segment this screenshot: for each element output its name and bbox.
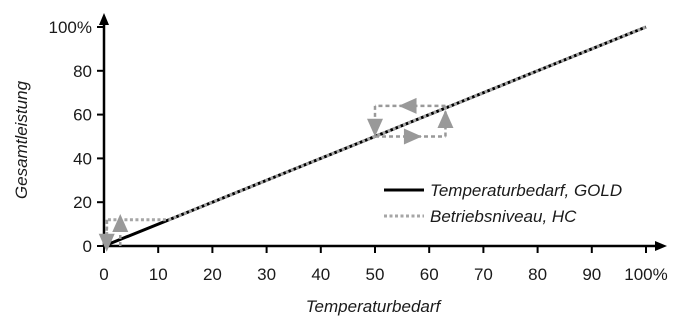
- x-tick-label: 100%: [624, 265, 667, 284]
- x-tick-label: 40: [311, 265, 330, 284]
- y-tick-label: 0: [83, 237, 92, 256]
- hysteresis-arrow-left: [399, 98, 417, 114]
- y-tick-label: 100%: [49, 18, 92, 37]
- x-tick-label: 80: [528, 265, 547, 284]
- y-tick-label: 80: [73, 62, 92, 81]
- x-tick-label: 10: [149, 265, 168, 284]
- x-ticks: 0 10 20 30 40 50 60 70 80 90 100%: [99, 246, 667, 284]
- y-axis-title: Gesamtleistung: [12, 80, 31, 199]
- hysteresis-layer: [99, 98, 454, 252]
- x-axis: [104, 241, 667, 251]
- y-tick-label: 40: [73, 149, 92, 168]
- x-tick-label: 20: [203, 265, 222, 284]
- x-tick-label: 70: [474, 265, 493, 284]
- legend-label: Betriebsniveau, HC: [430, 207, 577, 226]
- x-tick-label: 0: [99, 265, 108, 284]
- x-axis-arrowhead: [655, 241, 667, 251]
- x-tick-label: 50: [366, 265, 385, 284]
- y-axis-arrowhead: [99, 13, 109, 25]
- x-axis-title: Temperaturbedarf: [306, 297, 443, 316]
- x-tick-label: 30: [257, 265, 276, 284]
- y-tick-label: 20: [73, 193, 92, 212]
- legend-label: Temperaturbedarf, GOLD: [430, 181, 622, 200]
- hysteresis-arrow-right: [404, 129, 422, 145]
- legend: Temperaturbedarf, GOLD Betriebsniveau, HC: [384, 181, 622, 226]
- hysteresis-arrow-up: [112, 214, 128, 232]
- hysteresis-arrow-up: [437, 110, 453, 128]
- y-axis: [99, 13, 109, 246]
- x-tick-label: 90: [582, 265, 601, 284]
- y-tick-label: 60: [73, 106, 92, 125]
- x-tick-label: 60: [420, 265, 439, 284]
- y-ticks: 0 20 40 60 80 100%: [49, 18, 104, 256]
